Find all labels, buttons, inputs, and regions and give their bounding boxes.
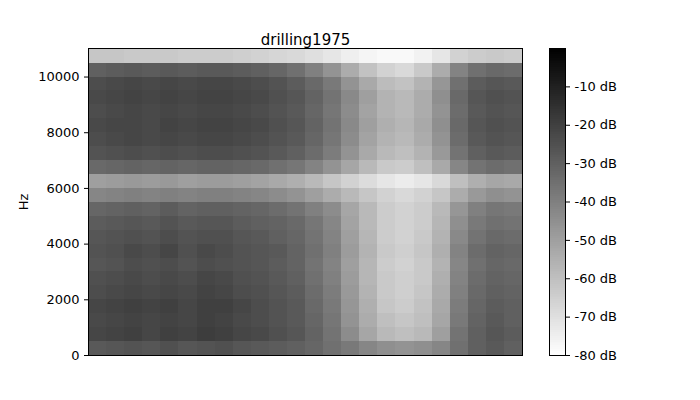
svg-text:6000: 6000 — [46, 181, 79, 196]
svg-text:-70 dB: -70 dB — [575, 309, 618, 324]
svg-text:10000: 10000 — [38, 69, 79, 84]
svg-text:2000: 2000 — [46, 292, 79, 307]
svg-text:-20 dB: -20 dB — [575, 117, 618, 132]
svg-text:-60 dB: -60 dB — [575, 271, 618, 286]
svg-text:-80 dB: -80 dB — [575, 348, 618, 363]
svg-text:drilling1975: drilling1975 — [261, 31, 351, 49]
svg-text:Hz: Hz — [16, 194, 31, 211]
svg-text:-40 dB: -40 dB — [575, 194, 618, 209]
svg-text:-30 dB: -30 dB — [575, 156, 618, 171]
svg-text:-10 dB: -10 dB — [575, 79, 618, 94]
svg-text:-50 dB: -50 dB — [575, 233, 618, 248]
svg-text:8000: 8000 — [46, 125, 79, 140]
svg-text:0: 0 — [71, 348, 79, 363]
svg-text:4000: 4000 — [46, 236, 79, 251]
